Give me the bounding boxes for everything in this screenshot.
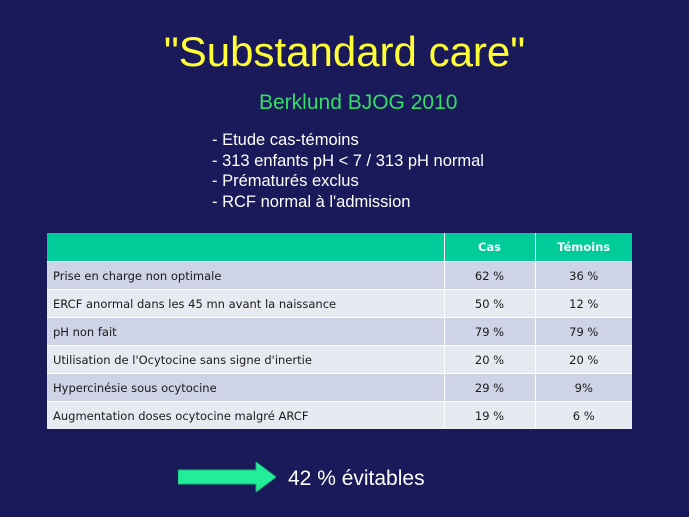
temoins-cell: 12 % (534, 289, 632, 318)
cas-cell: 29 % (443, 373, 535, 402)
criterion-cell: Prise en charge non optimale (47, 261, 444, 290)
table-row: Utilisation de l'Ocytocine sans signe d'… (47, 345, 632, 374)
bullet-item: - Prématurés exclus (212, 172, 359, 190)
cas-cell: 19 % (443, 401, 535, 429)
table-row: Hypercinésie sous ocytocine 29 % 9% (47, 373, 632, 402)
header-temoins: Témoins (534, 233, 632, 262)
criterion-cell: Augmentation doses ocytocine malgré ARCF (47, 401, 444, 429)
table-row: ERCF anormal dans les 45 mn avant la nai… (47, 289, 632, 318)
temoins-cell: 9% (534, 373, 632, 402)
table-row: pH non fait 79 % 79 % (47, 317, 632, 346)
slide-subtitle: Berklund BJOG 2010 (259, 91, 458, 114)
table-row: Augmentation doses ocytocine malgré ARCF… (47, 401, 632, 429)
temoins-cell: 6 % (534, 401, 632, 429)
criterion-cell: Utilisation de l'Ocytocine sans signe d'… (47, 345, 444, 374)
criterion-cell: pH non fait (47, 317, 444, 346)
study-details-list: - Etude cas-témoins - 313 enfants pH < 7… (212, 130, 484, 212)
bullet-item: - 313 enfants pH < 7 / 313 pH normal (212, 151, 484, 170)
right-arrow-icon (178, 462, 276, 492)
header-criterion (47, 233, 444, 262)
cas-cell: 50 % (443, 289, 535, 318)
temoins-cell: 79 % (534, 317, 632, 346)
criterion-cell: ERCF anormal dans les 45 mn avant la nai… (47, 289, 444, 318)
slide-title: "Substandard care" (163, 28, 526, 75)
table-header-row: Cas Témoins (47, 233, 632, 262)
cas-cell: 62 % (443, 261, 535, 290)
conclusion-text: 42 % évitables (288, 467, 425, 490)
temoins-cell: 36 % (534, 261, 632, 290)
table-row: Prise en charge non optimale 62 % 36 % (47, 261, 632, 290)
criterion-cell: Hypercinésie sous ocytocine (47, 373, 444, 402)
cas-cell: 79 % (443, 317, 535, 346)
results-table: Cas Témoins Prise en charge non optimale… (47, 233, 632, 429)
header-cas: Cas (443, 233, 535, 262)
bullet-item: - RCF normal à l'admission (212, 192, 411, 211)
bullet-item: - Etude cas-témoins (212, 131, 359, 149)
cas-cell: 20 % (443, 345, 535, 374)
temoins-cell: 20 % (534, 345, 632, 374)
